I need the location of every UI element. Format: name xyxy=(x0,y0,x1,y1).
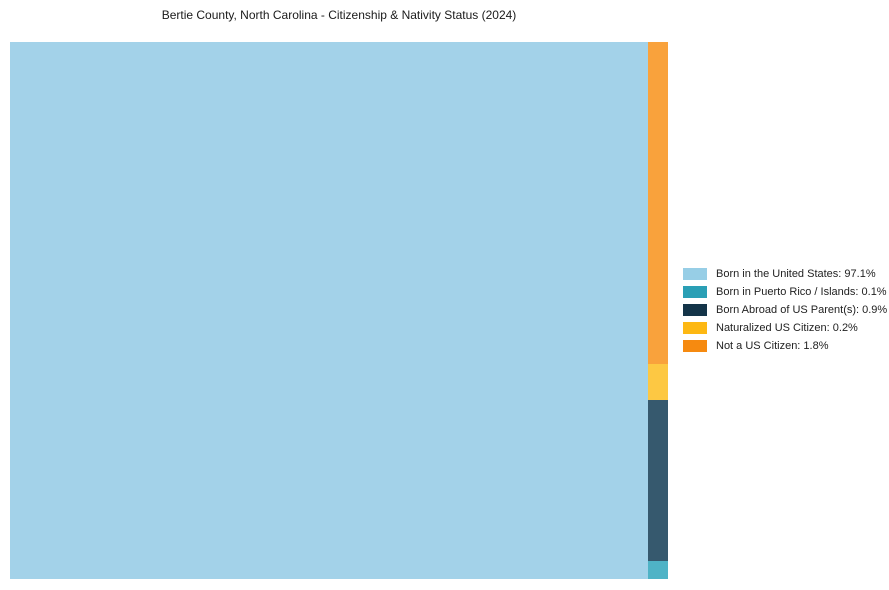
treemap-block-born-abroad-of-us-parent-s xyxy=(648,400,668,561)
legend-item-not-a-us-citizen: Not a US Citizen: 1.8% xyxy=(683,337,887,355)
legend-item-born-abroad-of-us-parent-s: Born Abroad of US Parent(s): 0.9% xyxy=(683,301,887,319)
legend-swatch-icon xyxy=(683,268,707,280)
legend-label: Born Abroad of US Parent(s): 0.9% xyxy=(716,304,888,316)
chart-title: Bertie County, North Carolina - Citizens… xyxy=(161,8,517,22)
legend-label: Naturalized US Citizen: 0.2% xyxy=(716,322,858,334)
legend: Born in the United States: 97.1% Born in … xyxy=(683,265,887,355)
treemap-block-not-a-us-citizen xyxy=(648,42,668,364)
legend-swatch-icon xyxy=(683,286,707,298)
legend-swatch-icon xyxy=(683,322,707,334)
legend-label: Born in the United States: 97.1% xyxy=(716,268,876,280)
legend-item-born-in-the-united-states: Born in the United States: 97.1% xyxy=(683,265,887,283)
treemap-block-born-in-puerto-rico-islands xyxy=(648,561,668,579)
treemap-block-naturalized-us-citizen xyxy=(648,364,668,400)
legend-swatch-icon xyxy=(683,340,707,352)
treemap-block-born-in-the-united-states xyxy=(10,42,648,579)
legend-label: Born in Puerto Rico / Islands: 0.1% xyxy=(716,286,887,298)
legend-item-naturalized-us-citizen: Naturalized US Citizen: 0.2% xyxy=(683,319,887,337)
legend-item-born-in-puerto-rico-islands: Born in Puerto Rico / Islands: 0.1% xyxy=(683,283,887,301)
treemap-plot-area xyxy=(10,42,668,579)
legend-swatch-icon xyxy=(683,304,707,316)
legend-label: Not a US Citizen: 1.8% xyxy=(716,340,829,352)
